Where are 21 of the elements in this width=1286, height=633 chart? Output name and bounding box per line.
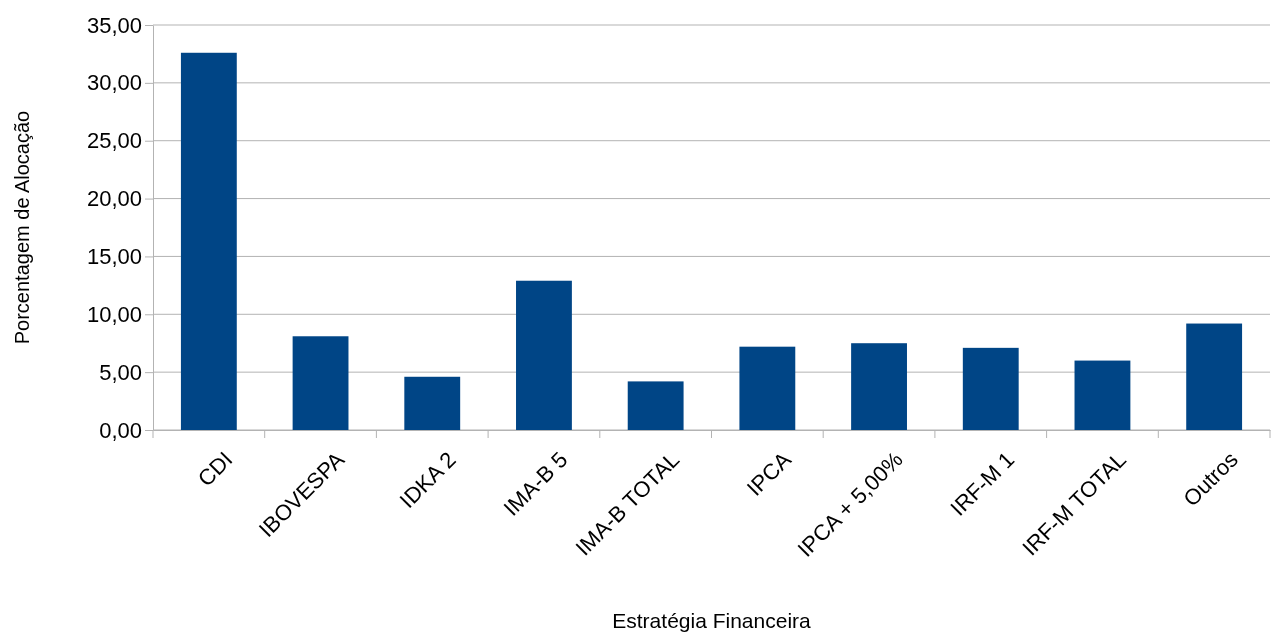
bar — [292, 336, 349, 430]
x-tick-label: CDI — [192, 446, 238, 492]
bar — [180, 52, 237, 430]
x-axis-title: Estratégia Financeira — [612, 609, 812, 632]
bar — [1074, 360, 1131, 430]
y-tick-label: 20,00 — [86, 186, 142, 212]
bar — [1186, 323, 1243, 430]
bar — [851, 343, 907, 430]
y-tick-label: 25,00 — [86, 128, 142, 154]
bar — [404, 376, 461, 430]
y-tick-label: 10,00 — [86, 301, 142, 327]
y-tick-label: 0,00 — [99, 417, 142, 443]
bar — [516, 280, 572, 430]
bar — [739, 346, 796, 430]
y-tick-label: 15,00 — [86, 243, 142, 269]
y-axis-title: Porcentagem de Alocação — [11, 110, 33, 345]
y-tick-label: 35,00 — [86, 12, 142, 38]
y-tick-label: 5,00 — [99, 359, 142, 385]
bar — [627, 381, 684, 430]
bar — [962, 347, 1019, 430]
y-tick-label: 30,00 — [86, 70, 142, 96]
